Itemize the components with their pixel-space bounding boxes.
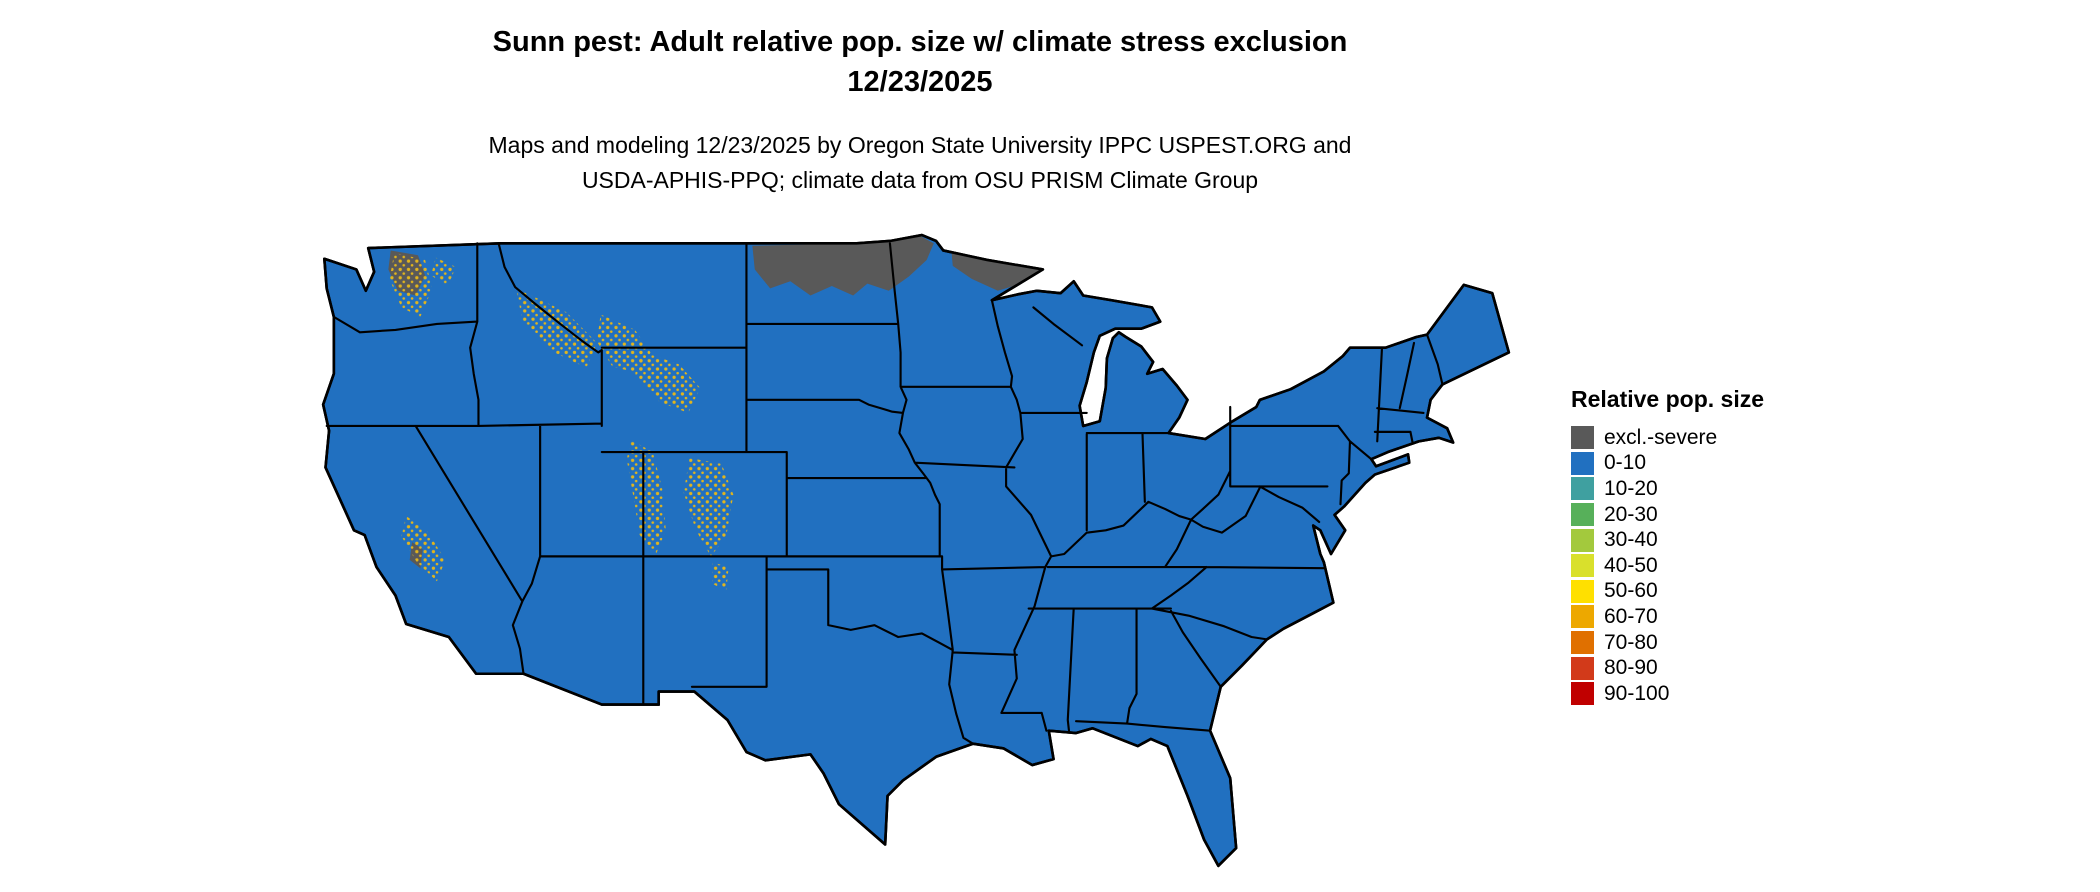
header: Sunn pest: Adult relative pop. size w/ c… [120,22,1720,197]
legend-item: 10-20 [1571,476,1831,502]
legend-label: excl.-severe [1604,425,1718,449]
legend-item: 30-40 [1571,527,1831,553]
legend-label: 20-30 [1604,502,1658,526]
map-container [300,222,1532,886]
speckle-region-montana [597,314,651,374]
legend-item: 60-70 [1571,604,1831,630]
legend-item: 80-90 [1571,655,1831,681]
legend-swatch [1571,682,1594,706]
title-line-1: Sunn pest: Adult relative pop. size w/ c… [492,26,1348,58]
subtitle-line-1: Maps and modeling 12/23/2025 by Oregon S… [488,132,1352,159]
subtitle-line-2: USDA-APHIS-PPQ; climate data from OSU PR… [581,166,1259,193]
legend-label: 60-70 [1604,604,1658,628]
legend-label: 90-100 [1604,681,1670,705]
speckle-region-idaho-montana [516,288,598,368]
map-legend: Relative pop. size excl.-severe 0-10 10-… [1571,386,1831,707]
legend-item: excl.-severe [1571,425,1831,451]
legend-swatch [1571,656,1594,680]
overlay-regions [388,236,1042,591]
legend-swatch [1571,631,1594,655]
legend-swatch [1571,579,1594,603]
speckle-region-cascades [389,252,433,317]
legend-item: 0-10 [1571,451,1831,477]
exclusion-region-north-dakota [752,236,934,296]
state-borders [325,242,1444,745]
legend-item: 40-50 [1571,553,1831,579]
legend-swatch [1571,451,1594,475]
legend-swatch [1571,554,1594,578]
legend-label: 40-50 [1604,553,1658,577]
legend-swatch [1571,477,1594,501]
exclusion-region-minnesota [951,252,1042,291]
legend-label: 30-40 [1604,528,1658,552]
legend-label: 50-60 [1604,579,1658,603]
legend-item: 50-60 [1571,579,1831,605]
speckle-region-sierra-nevada [401,516,446,582]
legend-label: 70-80 [1604,630,1658,654]
page-title: Sunn pest: Adult relative pop. size w/ c… [120,22,1720,102]
title-line-2: 12/23/2025 [847,66,993,99]
legend-swatch [1571,503,1594,527]
speckle-region-utah [626,440,666,557]
speckle-region-colorado [683,457,734,557]
legend-label: 80-90 [1604,656,1658,680]
legend-label: 10-20 [1604,476,1658,500]
us-map [321,233,1511,868]
legend-swatch [1571,528,1594,552]
page-subtitle: Maps and modeling 12/23/2025 by Oregon S… [120,128,1720,197]
legend-swatch [1571,605,1594,629]
speckle-region-okanogan [431,257,456,287]
legend-item: 20-30 [1571,502,1831,528]
legend-label: 0-10 [1604,451,1647,475]
speckle-region-new-mexico [712,562,729,591]
speckle-region-wyoming [634,351,701,413]
legend-item: 70-80 [1571,630,1831,656]
legend-item: 90-100 [1571,681,1831,707]
legend-swatch [1571,426,1594,450]
legend-title: Relative pop. size [1571,386,1765,412]
